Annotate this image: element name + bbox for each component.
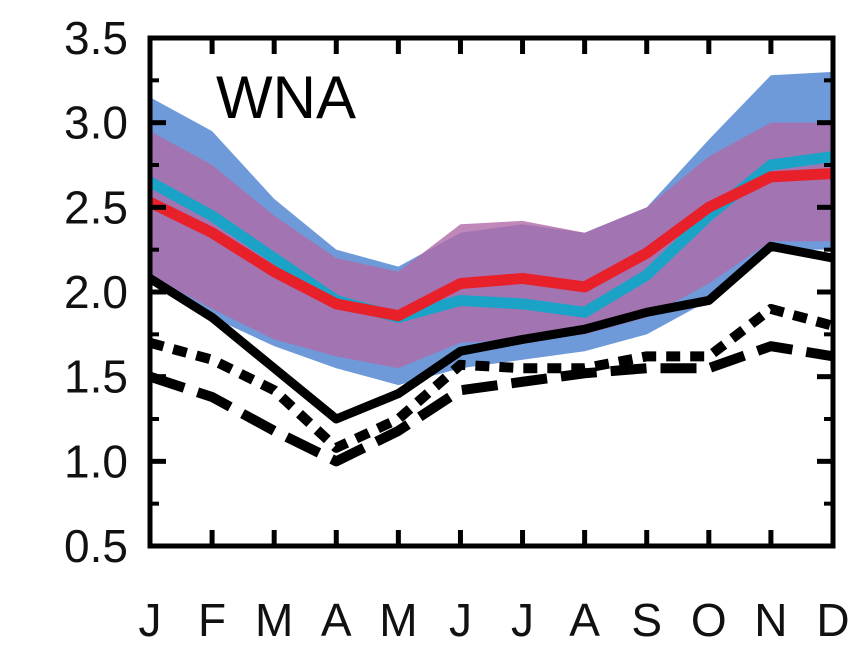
panel-label: WNA <box>216 64 356 131</box>
series-line-5 <box>148 341 834 467</box>
y-tick-label: 2.0 <box>64 266 128 318</box>
x-tick-label: J <box>511 594 534 646</box>
x-tick-label: O <box>691 594 727 646</box>
x-tick-label: D <box>816 594 849 646</box>
y-tick-label: 0.5 <box>64 520 128 572</box>
y-tick-labels: 0.5 1.0 1.5 2.0 2.5 3.0 3.5 <box>64 12 128 572</box>
x-tick-label: F <box>198 594 226 646</box>
x-tick-label: S <box>631 594 662 646</box>
x-tick-label: A <box>321 594 352 646</box>
series-line-3 <box>147 241 834 424</box>
y-tick-label: 1.5 <box>64 351 128 403</box>
y-tick-label: 2.5 <box>64 181 128 233</box>
y-tick-label: 1.0 <box>64 435 128 487</box>
series-line-2 <box>147 167 834 322</box>
x-tick-label: J <box>449 594 472 646</box>
x-tick-label: A <box>569 594 600 646</box>
series-line-4 <box>148 303 835 453</box>
x-tick-label: N <box>754 594 787 646</box>
x-tick-label: M <box>379 594 417 646</box>
y-tick-label: 3.0 <box>64 97 128 149</box>
series-lines <box>147 151 835 467</box>
x-tick-label: J <box>139 594 162 646</box>
y-tick-label: 3.5 <box>64 12 128 64</box>
x-tick-label: M <box>255 594 293 646</box>
axis-ticks <box>147 35 836 549</box>
